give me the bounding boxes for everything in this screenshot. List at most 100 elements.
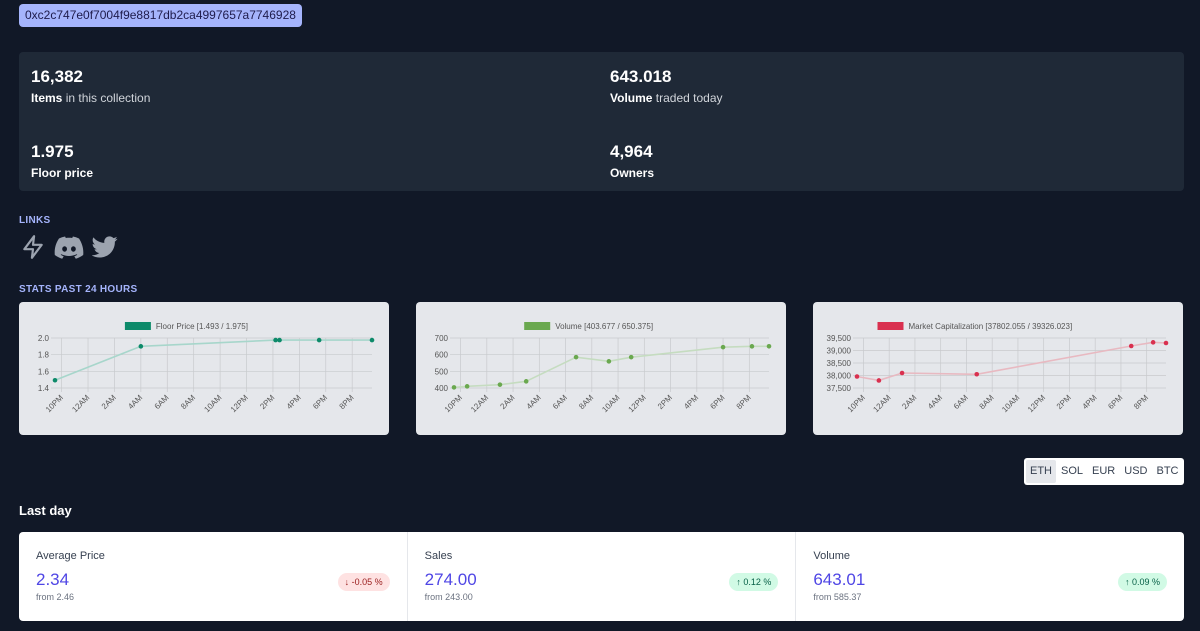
lightning-icon[interactable] xyxy=(20,234,46,260)
data-point xyxy=(316,337,322,343)
data-point xyxy=(766,343,772,349)
stat-items: 16,382 Items in this collection xyxy=(31,67,150,105)
data-point xyxy=(464,384,470,389)
legend-swatch xyxy=(877,322,904,330)
kpi-title: Volume xyxy=(813,550,851,562)
last-day-title: Last day xyxy=(19,503,72,518)
data-point xyxy=(497,382,503,387)
legend-label: Floor Price [1.493 / 1.975] xyxy=(156,322,248,331)
data-point xyxy=(138,344,144,349)
kpi-from: from 2.46 xyxy=(36,592,75,602)
market-cap-chart: Market Capitalization [37802.055 / 39326… xyxy=(813,302,1183,435)
stat-items-label: Items xyxy=(31,91,63,105)
discord-icon[interactable] xyxy=(54,234,84,260)
stats-24h-title: STATS PAST 24 HOURS xyxy=(19,284,138,295)
stat-floor-value: 1.975 xyxy=(31,142,74,161)
x-tick-label: 8AM xyxy=(577,393,595,411)
y-tick-label: 1.6 xyxy=(38,367,50,376)
x-tick-label: 6PM xyxy=(311,393,329,411)
currency-btc[interactable]: BTC xyxy=(1156,465,1179,477)
kpi-value: 2.34 xyxy=(36,570,70,589)
kpi-change-badge: ↑ 0.12 % xyxy=(729,573,779,591)
data-point xyxy=(628,354,634,360)
stat-owners: 4,964 Owners xyxy=(610,142,654,180)
series-line xyxy=(54,339,372,381)
y-tick-label: 700 xyxy=(435,334,449,343)
x-tick-label: 12PM xyxy=(627,393,648,414)
data-point xyxy=(451,385,457,390)
x-tick-label: 12PM xyxy=(229,393,250,414)
x-tick-label: 8PM xyxy=(1132,393,1150,411)
kpi-from: from 243.00 xyxy=(424,592,473,602)
floor-price-chart: Floor Price [1.493 / 1.975] 1.4 1.6 1.8 2.0 1… xyxy=(19,302,389,435)
currency-selector: ETH SOL EUR USD BTC xyxy=(1024,458,1184,485)
x-tick-label: 4PM xyxy=(682,393,700,411)
stat-owners-label: Owners xyxy=(610,166,655,180)
stat-floor: 1.975 Floor price xyxy=(31,142,93,180)
x-tick-label: 8AM xyxy=(978,393,996,411)
y-tick-label: 1.4 xyxy=(38,384,50,393)
y-tick-label: 39,500 xyxy=(827,334,852,343)
data-point xyxy=(1163,340,1169,346)
data-point xyxy=(606,359,612,364)
y-tick-label: 400 xyxy=(435,384,449,393)
y-tick-label: 600 xyxy=(435,351,449,360)
contract-address[interactable]: 0xc2c747e0f7004f9e8817db2ca4997657a77469… xyxy=(19,4,302,27)
x-tick-label: 8PM xyxy=(338,393,356,411)
x-tick-label: 10AM xyxy=(600,393,621,414)
data-point xyxy=(720,344,726,350)
stat-items-sublabel: in this collection xyxy=(62,91,151,105)
x-tick-label: 10PM xyxy=(443,393,464,414)
data-point xyxy=(974,371,980,377)
x-tick-label: 2AM xyxy=(498,393,516,411)
x-tick-label: 10AM xyxy=(202,393,223,414)
x-tick-label: 2PM xyxy=(258,393,276,411)
kpi-volume: Volume 643.01 from 585.37 ↑ 0.09 % xyxy=(796,532,1184,621)
currency-eth[interactable]: ETH xyxy=(1026,460,1056,483)
stat-floor-label: Floor price xyxy=(31,166,94,180)
data-point xyxy=(273,337,278,343)
x-tick-label: 12AM xyxy=(70,393,91,414)
stat-owners-value: 4,964 xyxy=(610,142,653,161)
data-point xyxy=(854,374,860,379)
y-tick-label: 2.0 xyxy=(38,334,50,343)
x-tick-label: 12PM xyxy=(1026,393,1047,414)
data-point xyxy=(573,354,579,360)
x-tick-label: 4AM xyxy=(525,393,543,411)
x-tick-label: 2PM xyxy=(656,393,674,411)
stat-items-value: 16,382 xyxy=(31,67,83,86)
currency-sol[interactable]: SOL xyxy=(1061,465,1084,477)
y-tick-label: 500 xyxy=(435,367,449,376)
kpi-value: 643.01 xyxy=(813,570,866,589)
x-tick-label: 4PM xyxy=(1081,393,1099,411)
x-tick-label: 10PM xyxy=(44,393,65,414)
twitter-icon[interactable] xyxy=(92,235,118,259)
legend-label: Market Capitalization [37802.055 / 39326… xyxy=(909,322,1073,331)
x-tick-label: 10PM xyxy=(846,393,867,414)
data-point xyxy=(277,337,282,343)
y-tick-label: 38,500 xyxy=(827,359,852,368)
links-title: LINKS xyxy=(19,215,51,226)
legend-swatch xyxy=(124,322,151,330)
currency-eur[interactable]: EUR xyxy=(1092,465,1116,477)
kpi-change-badge: ↓ -0.05 % xyxy=(337,573,390,591)
y-tick-label: 38,000 xyxy=(827,372,852,381)
volume-chart: Volume [403.677 / 650.375] 400 500 600 700 10… xyxy=(416,302,786,435)
series-line xyxy=(453,345,769,389)
data-point xyxy=(369,337,375,343)
kpi-title: Sales xyxy=(424,550,453,562)
data-point xyxy=(523,379,529,384)
collection-stats-panel: 16,382 Items in this collection 643.018 … xyxy=(19,52,1184,191)
y-tick-label: 39,000 xyxy=(827,347,852,356)
data-point xyxy=(52,377,58,383)
x-tick-label: 12AM xyxy=(469,393,490,414)
data-point xyxy=(1128,343,1134,349)
stat-volume-sublabel: traded today xyxy=(652,91,723,105)
kpi-sales: Sales 274.00 from 243.00 ↑ 0.12 % xyxy=(408,532,797,621)
stat-volume: 643.018 Volume traded today xyxy=(610,67,723,105)
currency-usd[interactable]: USD xyxy=(1124,465,1148,477)
x-tick-label: 6AM xyxy=(551,393,569,411)
x-tick-label: 4PM xyxy=(285,393,303,411)
x-tick-label: 2AM xyxy=(900,393,918,411)
legend-swatch xyxy=(524,322,551,330)
